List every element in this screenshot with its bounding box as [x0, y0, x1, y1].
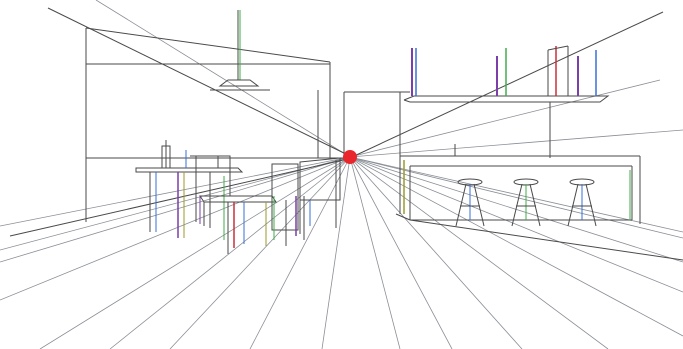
- perspective-ray: [350, 157, 608, 349]
- perspective-ray: [350, 157, 683, 336]
- perspective-ray: [350, 157, 522, 349]
- dining-table: [136, 140, 242, 240]
- perspective-ray: [322, 157, 350, 349]
- bar-stool: [512, 178, 540, 226]
- dining-chair: [300, 158, 340, 234]
- perspective-ray: [0, 157, 350, 250]
- perspective-ray: [350, 157, 452, 349]
- perspective-ray: [0, 157, 350, 300]
- perspective-ray: [350, 157, 400, 349]
- perspective-ray: [350, 157, 683, 262]
- dining-chair: [200, 196, 276, 254]
- bar-stool: [568, 178, 596, 226]
- ceiling-structure: [318, 12, 663, 158]
- perspective-ray: [0, 157, 350, 226]
- perspective-ray: [350, 157, 683, 292]
- perspective-ray: [350, 80, 660, 157]
- ceiling-shelf: [404, 46, 608, 158]
- perspective-ray: [170, 157, 350, 349]
- dining-chair: [190, 156, 230, 224]
- perspective-ray: [110, 157, 350, 349]
- perspective-ray: [350, 157, 683, 238]
- floor-edge: [410, 220, 683, 260]
- vanishing-point-marker: [343, 150, 357, 164]
- dining-chair: [272, 164, 304, 246]
- bar-stool: [456, 178, 484, 226]
- perspective-ray: [0, 157, 350, 262]
- perspective-ray: [96, 0, 350, 157]
- perspective-ray: [350, 130, 683, 157]
- pendant-lamp: [210, 10, 270, 90]
- left-wall: [10, 8, 352, 236]
- perspective-ray: [250, 157, 350, 349]
